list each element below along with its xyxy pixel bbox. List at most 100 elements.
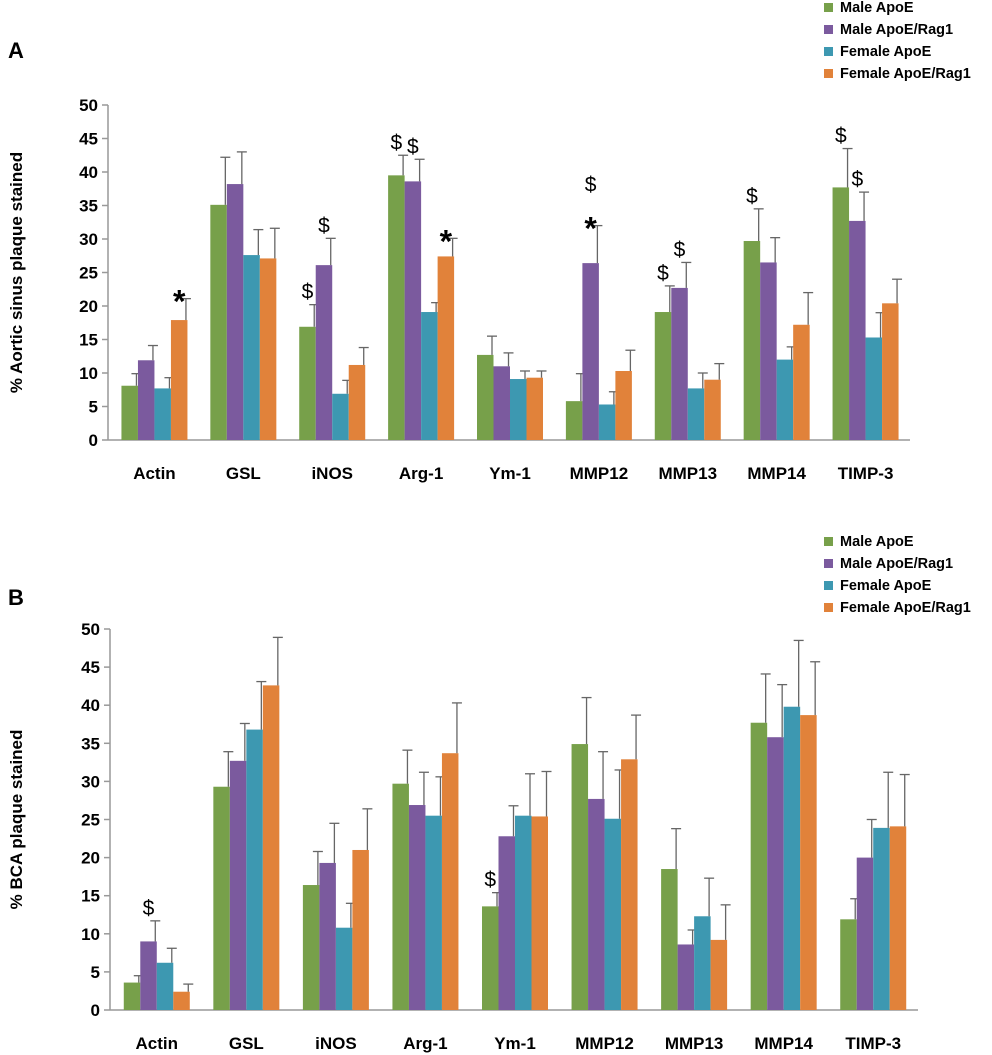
significance-dollar: $ [407, 135, 419, 158]
bar-inos-female-apoe [335, 927, 353, 1010]
category-label-arg-1: Arg-1 [403, 1034, 447, 1053]
bar-inos-male-apoe [299, 326, 316, 440]
legend-label-female-apoe: Female ApoE [840, 44, 932, 60]
bar-ym-1-female-apoe-rag1 [526, 377, 543, 440]
bar-gsl-male-apoe-rag1 [229, 760, 247, 1010]
bar-gsl-male-apoe [210, 204, 227, 440]
bar-mmp12-male-apoe [565, 401, 583, 440]
y-tick-label: 5 [91, 963, 100, 982]
bar-inos-male-apoe [302, 885, 320, 1010]
bar-ym-1-male-apoe-rag1 [498, 836, 515, 1010]
significance-star: * [173, 284, 186, 320]
legend-swatch-female-apoe [824, 581, 833, 590]
significance-dollar: $ [391, 131, 403, 154]
significance-dollar: $ [318, 214, 330, 237]
y-tick-label: 45 [81, 658, 100, 677]
category-label-gsl: GSL [229, 1034, 264, 1053]
bar-timp-3-male-apoe [832, 187, 850, 440]
y-axis-label: % Aortic sinus plaque stained [7, 152, 26, 393]
bar-gsl-female-apoe-rag1 [262, 685, 280, 1010]
bar-arg-1-male-apoe [388, 175, 405, 440]
significance-dollar: $ [484, 869, 496, 892]
y-tick-label: 35 [81, 734, 100, 753]
y-tick-label: 15 [81, 887, 100, 906]
bar-mmp14-male-apoe-rag1 [767, 737, 784, 1010]
legend-swatch-male-apoe [824, 537, 833, 546]
legend-swatch-female-apoe-rag1 [824, 69, 833, 78]
category-label-mmp14: MMP14 [747, 464, 806, 483]
bar-ym-1-female-apoe [515, 815, 532, 1010]
panel-letter: A [8, 38, 24, 63]
bar-inos-female-apoe [332, 393, 349, 440]
bar-mmp14-female-apoe-rag1 [800, 715, 817, 1010]
bar-mmp12-female-apoe [598, 404, 616, 440]
bar-arg-1-female-apoe-rag1 [437, 256, 455, 440]
significance-star: * [440, 223, 453, 259]
bar-ym-1-male-apoe [482, 906, 499, 1010]
y-tick-label: 25 [79, 264, 98, 283]
significance-star: * [584, 211, 597, 247]
bar-inos-male-apoe-rag1 [315, 265, 333, 440]
bar-actin-female-apoe [154, 388, 171, 440]
legend-label-female-apoe-rag1: Female ApoE/Rag1 [840, 66, 971, 82]
category-label-ym-1: Ym-1 [494, 1034, 536, 1053]
significance-dollar: $ [585, 174, 597, 197]
category-label-inos: iNOS [315, 1034, 357, 1053]
significance-dollar: $ [835, 125, 847, 148]
legend-label-male-apoe-rag1: Male ApoE/Rag1 [840, 22, 953, 38]
bar-ym-1-male-apoe-rag1 [493, 366, 510, 440]
bar-inos-female-apoe-rag1 [352, 849, 369, 1010]
bar-actin-female-apoe [156, 962, 174, 1010]
y-tick-label: 15 [79, 331, 98, 350]
y-tick-label: 20 [81, 849, 100, 868]
bar-mmp14-female-apoe [776, 359, 794, 440]
bar-actin-female-apoe-rag1 [173, 991, 190, 1010]
bar-mmp14-male-apoe-rag1 [760, 262, 777, 440]
category-label-gsl: GSL [226, 464, 261, 483]
bar-mmp13-male-apoe-rag1 [671, 287, 688, 440]
y-axis-label: % BCA plaque stained [7, 730, 26, 910]
bar-mmp12-female-apoe [604, 818, 622, 1010]
legend-swatch-male-apoe-rag1 [824, 25, 833, 34]
panel-b: B % BCA plaque stained 0 5 10 15 20 25 30 35 40 45 5… [7, 534, 971, 1053]
y-tick-label: 10 [79, 364, 98, 383]
bar-gsl-female-apoe [243, 255, 260, 440]
bar-gsl-female-apoe [246, 729, 263, 1010]
legend-swatch-female-apoe-rag1 [824, 603, 833, 612]
significance-dollar: $ [674, 238, 686, 261]
bar-mmp13-male-apoe-rag1 [677, 944, 695, 1010]
y-tick-label: 40 [79, 163, 98, 182]
bar-timp-3-female-apoe-rag1 [882, 303, 899, 440]
bar-actin-male-apoe-rag1 [140, 941, 157, 1010]
y-tick-label: 45 [79, 130, 98, 149]
bar-mmp12-female-apoe-rag1 [621, 759, 638, 1010]
bar-mmp13-female-apoe-rag1 [704, 379, 721, 440]
category-label-timp-3: TIMP-3 [838, 464, 894, 483]
bar-mmp13-female-apoe-rag1 [710, 939, 728, 1010]
significance-dollar: $ [746, 185, 758, 208]
y-tick-label: 40 [81, 696, 100, 715]
y-tick-label: 10 [81, 925, 100, 944]
significance-dollar: $ [657, 262, 669, 285]
bar-mmp14-female-apoe [783, 706, 801, 1010]
y-tick-label: 30 [81, 772, 100, 791]
bar-mmp14-male-apoe [750, 722, 768, 1010]
category-label-mmp14: MMP14 [754, 1034, 813, 1053]
category-label-inos: iNOS [311, 464, 353, 483]
bar-arg-1-male-apoe [392, 783, 409, 1010]
y-tick-label: 20 [79, 297, 98, 316]
y-tick-label: 0 [89, 431, 98, 450]
legend-label-female-apoe-rag1: Female ApoE/Rag1 [840, 600, 971, 616]
legend-label-male-apoe-rag1: Male ApoE/Rag1 [840, 556, 953, 572]
bar-ym-1-female-apoe [510, 379, 527, 440]
bar-mmp12-male-apoe-rag1 [588, 798, 605, 1010]
bar-arg-1-male-apoe-rag1 [404, 181, 422, 440]
category-label-mmp13: MMP13 [658, 464, 717, 483]
legend-label-male-apoe: Male ApoE [840, 0, 914, 16]
significance-dollar: $ [302, 281, 314, 304]
y-tick-label: 50 [79, 96, 98, 115]
bar-timp-3-female-apoe [873, 827, 890, 1010]
legend-swatch-male-apoe-rag1 [824, 559, 833, 568]
bar-arg-1-female-apoe-rag1 [441, 753, 459, 1010]
